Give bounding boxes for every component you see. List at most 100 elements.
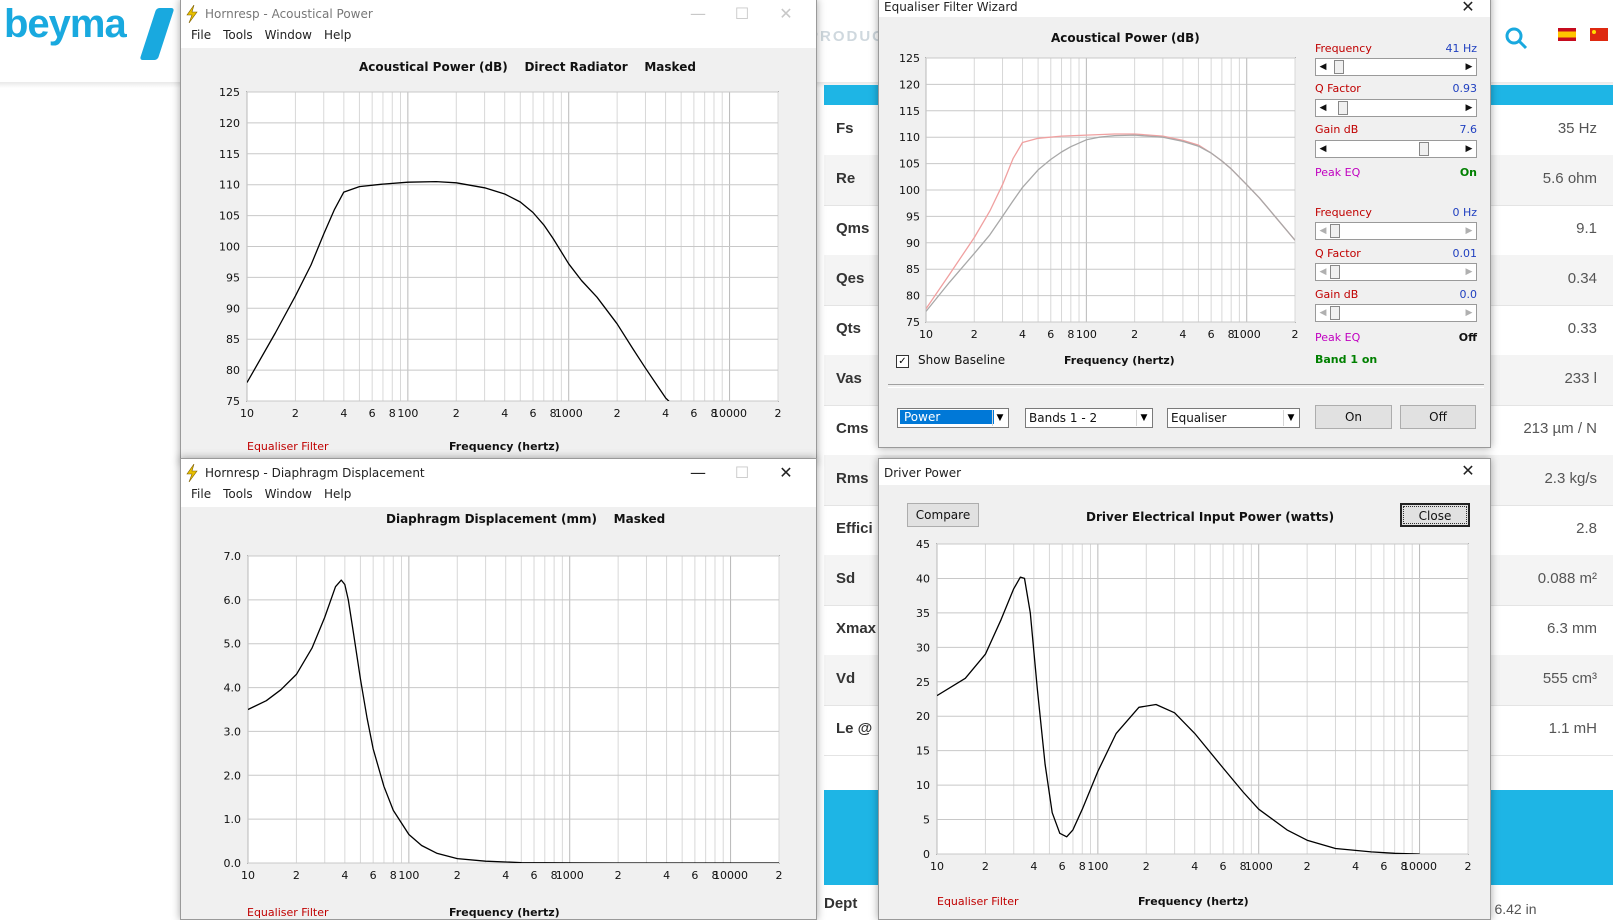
spec-name: Qts xyxy=(836,320,862,337)
menu-window[interactable]: Window xyxy=(264,28,312,42)
equaliser-filter-link[interactable]: Equaliser Filter xyxy=(247,906,329,919)
spanish-flag-icon[interactable] xyxy=(1558,28,1576,41)
spec-name-cut: Dept xyxy=(824,895,858,912)
menu-help[interactable]: Help xyxy=(323,28,352,42)
slider-thumb[interactable] xyxy=(1330,224,1340,238)
plot-type-select[interactable]: Power ▼ xyxy=(897,408,1009,428)
separator xyxy=(888,384,1484,388)
spec-name: Vd xyxy=(836,670,856,687)
spec-value: 213 µm / N xyxy=(1523,420,1597,437)
chinese-flag-icon[interactable] xyxy=(1590,28,1608,41)
eq-x-axis-label: Frequency (hertz) xyxy=(1064,354,1175,367)
menu-window[interactable]: Window xyxy=(264,487,312,501)
scroll-left-arrow-icon[interactable]: ◀ xyxy=(1319,103,1327,113)
maximize-button[interactable]: ☐ xyxy=(734,463,750,482)
minimize-button[interactable]: — xyxy=(690,463,706,482)
close-button[interactable]: ✕ xyxy=(779,463,793,482)
menu-tools[interactable]: Tools xyxy=(223,487,253,501)
maximize-button[interactable]: ☐ xyxy=(734,4,750,23)
chevron-down-icon[interactable]: ▼ xyxy=(992,410,1007,426)
scroll-right-arrow-icon[interactable]: ▶ xyxy=(1465,226,1473,236)
scroll-right-arrow-icon[interactable]: ▶ xyxy=(1465,308,1473,318)
band2-q-label: Q Factor xyxy=(1315,247,1361,260)
scroll-right-arrow-icon[interactable]: ▶ xyxy=(1465,103,1473,113)
spec-value: 6.3 mm xyxy=(1546,620,1597,637)
spec-value: 2.3 kg/s xyxy=(1544,470,1597,487)
band2-gain-label: Gain dB xyxy=(1315,288,1359,301)
band2-gain-slider[interactable]: ◀ ▶ xyxy=(1315,304,1477,322)
close-dialog-button[interactable]: Close xyxy=(1400,503,1470,527)
search-icon[interactable] xyxy=(1504,26,1528,50)
title-bar[interactable]: Hornresp - Diaphragm Displacement — ☐ ✕ xyxy=(181,459,816,489)
band1-gain-value: 7.6 xyxy=(1459,123,1478,136)
slider-thumb[interactable] xyxy=(1419,142,1429,156)
diaphragm-displacement-window: Hornresp - Diaphragm Displacement — ☐ ✕ Fi… xyxy=(180,458,817,920)
band2-q-slider[interactable]: ◀ ▶ xyxy=(1315,263,1477,281)
band2-frequency-label: Frequency xyxy=(1315,206,1372,219)
show-baseline-checkbox[interactable]: ✓ xyxy=(896,355,909,368)
slider-thumb[interactable] xyxy=(1334,60,1344,74)
menu-file[interactable]: File xyxy=(191,28,212,42)
close-button[interactable]: ✕ xyxy=(779,4,793,23)
slider-thumb[interactable] xyxy=(1330,265,1340,279)
scroll-left-arrow-icon[interactable]: ◀ xyxy=(1319,62,1327,72)
band1-q-slider[interactable]: ◀ ▶ xyxy=(1315,99,1477,117)
scroll-left-arrow-icon[interactable]: ◀ xyxy=(1319,308,1327,318)
band1-frequency-value: 41 Hz xyxy=(1445,42,1477,55)
equaliser-filter-link[interactable]: Equaliser Filter xyxy=(937,895,1019,908)
equaliser-filter-link[interactable]: Equaliser Filter xyxy=(247,440,329,453)
show-baseline-label[interactable]: Show Baseline xyxy=(918,353,1006,367)
close-button[interactable]: ✕ xyxy=(1461,0,1475,16)
chevron-down-icon[interactable]: ▼ xyxy=(1283,410,1298,426)
bands-select[interactable]: Bands 1 - 2 ▼ xyxy=(1025,408,1153,428)
band2-status[interactable]: Off xyxy=(1458,331,1477,344)
scroll-left-arrow-icon[interactable]: ◀ xyxy=(1319,144,1327,154)
close-button[interactable]: ✕ xyxy=(1461,461,1475,480)
spec-name: Le @ xyxy=(836,720,873,737)
band1-status[interactable]: On xyxy=(1459,166,1477,179)
spec-value: 35 Hz xyxy=(1557,120,1597,137)
band2-q-value: 0.01 xyxy=(1452,247,1478,260)
x-axis-label: Frequency (hertz) xyxy=(1138,895,1249,908)
chevron-down-icon[interactable]: ▼ xyxy=(1136,410,1151,426)
minimize-button[interactable]: — xyxy=(690,4,706,23)
scroll-right-arrow-icon[interactable]: ▶ xyxy=(1465,144,1473,154)
scroll-right-arrow-icon[interactable]: ▶ xyxy=(1465,267,1473,277)
band1-frequency-label: Frequency xyxy=(1315,42,1372,55)
driver-power-window: Driver Power ✕ Compare Driver Electrical… xyxy=(878,458,1491,920)
scroll-right-arrow-icon[interactable]: ▶ xyxy=(1465,62,1473,72)
title-bar[interactable]: Driver Power ✕ xyxy=(879,459,1490,485)
x-axis-label: Frequency (hertz) xyxy=(449,440,560,453)
spec-name: Cms xyxy=(836,420,869,437)
compare-button[interactable]: Compare xyxy=(907,503,979,527)
site-logo[interactable]: beyma xyxy=(4,2,127,46)
band2-gain-value: 0.0 xyxy=(1459,288,1478,301)
eq-plot-title: Acoustical Power (dB) xyxy=(1051,31,1200,45)
slider-thumb[interactable] xyxy=(1330,306,1340,320)
filter-type-select[interactable]: Equaliser ▼ xyxy=(1167,408,1300,428)
band1-frequency-slider[interactable]: ◀ ▶ xyxy=(1315,58,1477,76)
spec-value: 0.088 m² xyxy=(1537,570,1597,587)
menu-tools[interactable]: Tools xyxy=(223,28,253,42)
spec-name: Re xyxy=(836,170,856,187)
bands-value: Bands 1 - 2 xyxy=(1029,411,1098,425)
off-button[interactable]: Off xyxy=(1400,405,1476,429)
scroll-left-arrow-icon[interactable]: ◀ xyxy=(1319,267,1327,277)
x-axis-label: Frequency (hertz) xyxy=(449,906,560,919)
title-bar[interactable]: Hornresp - Acoustical Power — ☐ ✕ xyxy=(181,0,816,30)
title-bar[interactable]: Equaliser Filter Wizard ✕ xyxy=(879,0,1490,17)
menu-file[interactable]: File xyxy=(191,487,212,501)
plot-title: Acoustical Power (dB) Direct Radiator Ma… xyxy=(359,60,696,74)
on-button[interactable]: On xyxy=(1315,405,1392,429)
band1-gain-slider[interactable]: ◀ ▶ xyxy=(1315,140,1477,158)
band2-frequency-slider[interactable]: ◀ ▶ xyxy=(1315,222,1477,240)
slider-thumb[interactable] xyxy=(1338,101,1348,115)
spec-value: 555 cm³ xyxy=(1542,670,1597,687)
menu-bar: File Tools Window Help xyxy=(181,28,816,48)
scroll-left-arrow-icon[interactable]: ◀ xyxy=(1319,226,1327,236)
window-title: Hornresp - Diaphragm Displacement xyxy=(205,466,425,480)
filter-type-value: Equaliser xyxy=(1171,411,1227,425)
band2-frequency-value: 0 Hz xyxy=(1452,206,1477,219)
menu-help[interactable]: Help xyxy=(323,487,352,501)
band2-type-label: Peak EQ xyxy=(1315,331,1361,344)
